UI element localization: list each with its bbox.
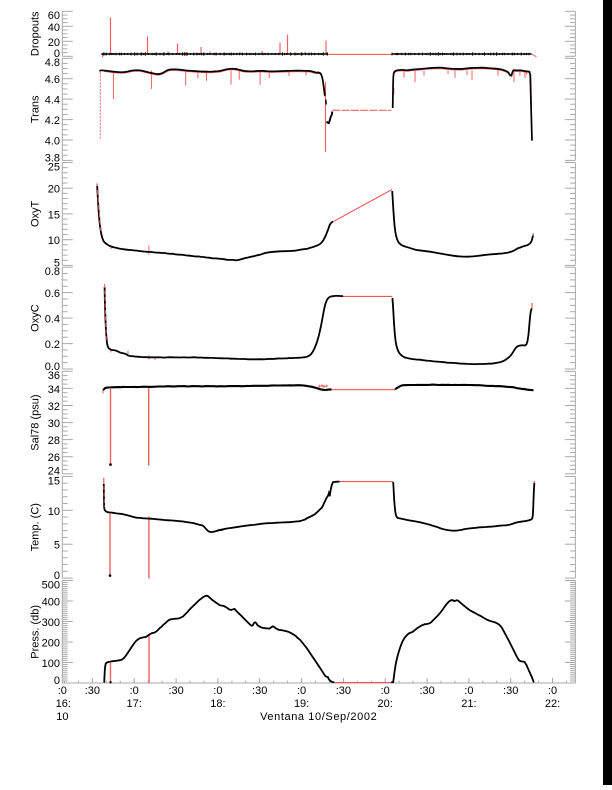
svg-text:15: 15 (48, 209, 60, 221)
svg-text:4.4: 4.4 (45, 95, 60, 107)
svg-text:18:: 18: (210, 698, 225, 710)
svg-text::0: :0 (297, 685, 306, 697)
svg-text:0.8: 0.8 (45, 266, 60, 278)
svg-text::30: :30 (85, 685, 100, 697)
svg-text::30: :30 (168, 685, 183, 697)
svg-text::0: :0 (130, 685, 139, 697)
svg-text:500: 500 (42, 579, 60, 591)
svg-text::30: :30 (252, 685, 267, 697)
svg-text:10: 10 (48, 235, 60, 247)
svg-text:30: 30 (48, 418, 60, 430)
svg-text:0.4: 0.4 (45, 314, 60, 326)
svg-text:60: 60 (48, 10, 60, 22)
svg-text:20: 20 (48, 184, 60, 196)
svg-text:200: 200 (42, 638, 60, 650)
svg-text:Sal78 (psu): Sal78 (psu) (30, 394, 42, 450)
svg-text:15: 15 (48, 475, 60, 487)
svg-text:Trans: Trans (30, 95, 42, 123)
svg-text:4.0: 4.0 (45, 136, 60, 148)
svg-text:OxyC: OxyC (30, 304, 42, 332)
svg-text:400: 400 (42, 597, 60, 609)
svg-text::0: :0 (213, 685, 222, 697)
svg-text:28: 28 (48, 435, 60, 447)
svg-text:26: 26 (48, 452, 60, 464)
svg-text:100: 100 (42, 658, 60, 670)
svg-text:32: 32 (48, 401, 60, 413)
svg-text:17:: 17: (127, 698, 142, 710)
svg-text:10: 10 (48, 506, 60, 518)
svg-text:16:: 16: (56, 698, 71, 710)
svg-text::0: :0 (464, 685, 473, 697)
svg-text:20:: 20: (378, 698, 393, 710)
svg-text::30: :30 (419, 685, 434, 697)
svg-text:20: 20 (48, 37, 60, 49)
svg-text:10: 10 (56, 711, 68, 723)
svg-text:OxyT: OxyT (30, 200, 42, 227)
svg-text:21:: 21: (461, 698, 476, 710)
svg-text:0.2: 0.2 (45, 339, 60, 351)
svg-text::30: :30 (503, 685, 518, 697)
svg-text:4.8: 4.8 (45, 57, 60, 69)
svg-text::30: :30 (336, 685, 351, 697)
svg-text:300: 300 (42, 617, 60, 629)
svg-text:Press. (db): Press. (db) (30, 605, 42, 659)
svg-text:Temp. (C): Temp. (C) (30, 503, 42, 551)
svg-text::0: :0 (58, 685, 67, 697)
svg-text::0: :0 (548, 685, 557, 697)
svg-text:19:: 19: (294, 698, 309, 710)
svg-text:40: 40 (48, 22, 60, 34)
svg-text:25: 25 (48, 161, 60, 173)
svg-text:5: 5 (54, 540, 60, 552)
svg-text:34: 34 (48, 384, 60, 396)
svg-text:4.6: 4.6 (45, 74, 60, 86)
svg-text::0: :0 (381, 685, 390, 697)
svg-text:4.2: 4.2 (45, 115, 60, 127)
svg-text:36: 36 (48, 370, 60, 382)
svg-text:Dropouts: Dropouts (30, 11, 42, 56)
svg-text:Ventana 10/Sep/2002: Ventana 10/Sep/2002 (260, 711, 377, 723)
svg-text:0.6: 0.6 (45, 288, 60, 300)
svg-text:22:: 22: (545, 698, 560, 710)
